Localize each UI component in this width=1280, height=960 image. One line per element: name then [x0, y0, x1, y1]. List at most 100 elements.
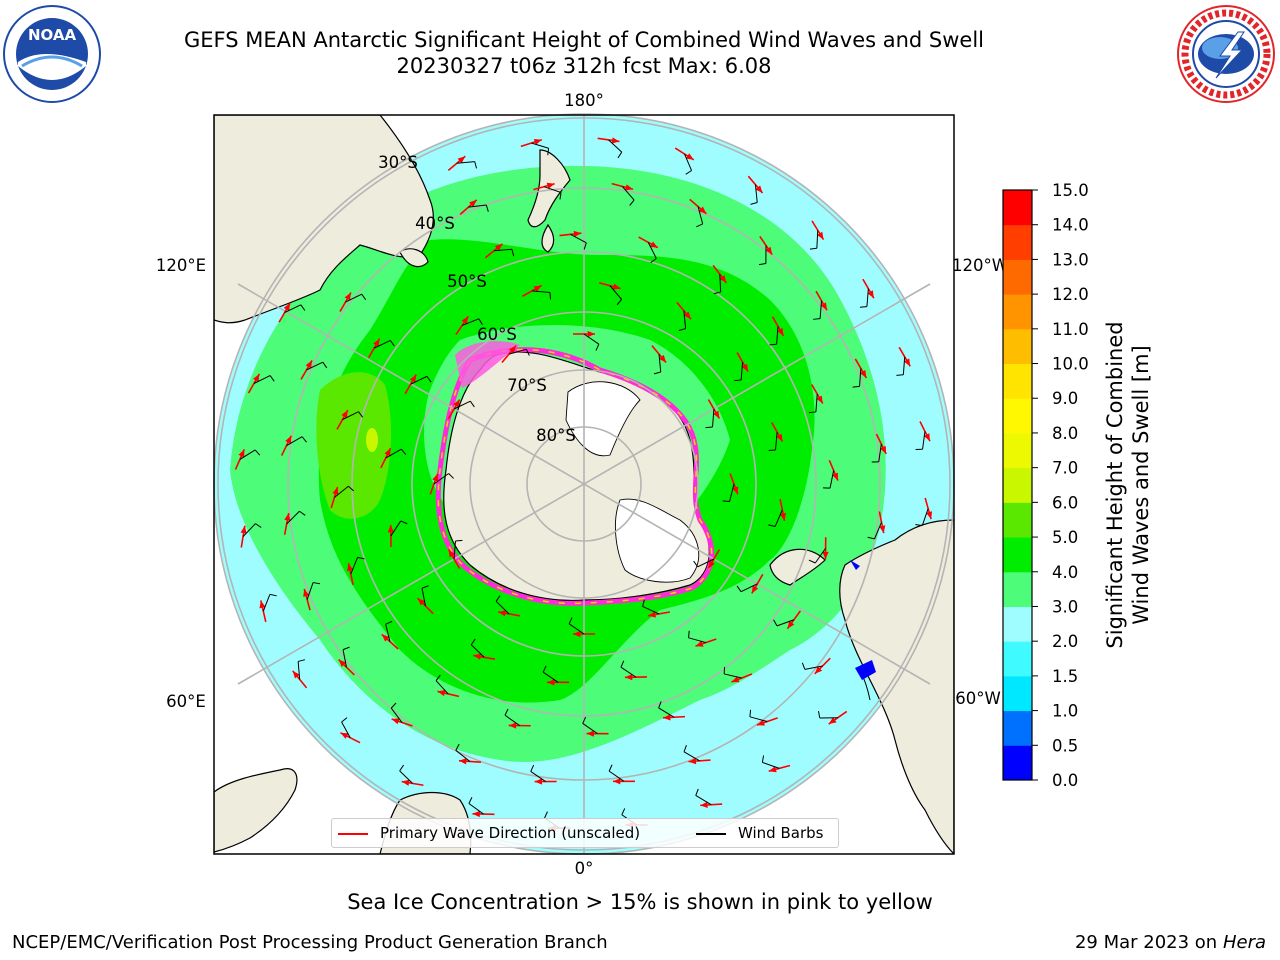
wind-barb	[342, 411, 364, 421]
date-stamp: 29 Mar 2023 on Hera	[1075, 932, 1266, 953]
wave-arrow	[712, 264, 728, 284]
colorbar-title-line1: Significant Height of Combined	[1103, 321, 1127, 649]
wind-barb	[542, 665, 559, 683]
colorbar-segment	[1003, 641, 1032, 677]
wave-arrow	[508, 722, 531, 729]
lat-label-80s: 80°S	[536, 426, 576, 445]
legend-item-wave: Primary Wave Direction (unscaled)	[338, 823, 640, 843]
colorbar-segment	[1003, 398, 1032, 434]
colorbar-tick-label: 2.0	[1052, 632, 1078, 651]
colorbar-tick-label: 0.5	[1052, 736, 1078, 755]
wind-barb	[658, 701, 675, 718]
colorbar-tick-label: 1.0	[1052, 702, 1078, 721]
wind-barb	[722, 483, 735, 502]
wind-barb	[583, 333, 600, 351]
colorbar-tick-label: 8.0	[1052, 424, 1078, 443]
colorbar-tick-label: 4.0	[1052, 563, 1078, 582]
colorbar-segment	[1003, 675, 1032, 712]
lat-label-30s: 30°S	[378, 153, 418, 172]
wind-barb	[758, 245, 767, 266]
wind-barb	[421, 585, 429, 606]
wind-barb	[705, 408, 715, 429]
wind-barb	[455, 743, 471, 762]
wind-barb	[468, 204, 489, 212]
wind-barb	[768, 509, 783, 527]
wind-barb	[504, 708, 521, 727]
colorbar-segment	[1003, 294, 1032, 330]
lon-label-60w: 60°W	[955, 689, 1001, 708]
wind-barb	[582, 716, 598, 735]
wind-barb	[620, 660, 637, 678]
colorbar-tick-label: 13.0	[1052, 250, 1089, 269]
colorbar-segment	[1003, 467, 1032, 503]
wind-barb	[531, 142, 550, 156]
colorbar-segment	[1003, 190, 1032, 226]
wind-barb	[435, 674, 449, 695]
wind-barb	[530, 764, 546, 782]
wind-barb	[297, 659, 306, 680]
wind-barb	[915, 508, 929, 527]
wind-barb	[683, 745, 700, 762]
chart-title: GEFS MEAN Antarctic Significant Height o…	[183, 28, 985, 52]
colorbar-tick-label: 6.0	[1052, 493, 1078, 512]
wind-barb	[859, 288, 869, 308]
sea-ice-note: Sea Ice Concentration > 15% is shown in …	[347, 890, 933, 914]
legend-barb-label: Wind Barbs	[738, 824, 824, 842]
wave-line-swatch	[338, 832, 368, 835]
wind-barb	[768, 432, 778, 452]
colorbar-segment	[1003, 259, 1032, 295]
wind-barb	[495, 595, 510, 615]
wave-arrow	[759, 235, 773, 256]
colorbar-tick-label: 9.0	[1052, 389, 1078, 408]
low-wave-patches	[850, 560, 876, 680]
colorbar-segment	[1003, 745, 1032, 781]
wind-barb	[688, 630, 707, 644]
wind-barb	[341, 717, 351, 738]
colorbar-outline	[1002, 189, 1033, 781]
wind-barb	[262, 593, 277, 612]
wind-barb	[468, 797, 484, 815]
wind-barb	[461, 318, 483, 326]
wind-barb	[385, 448, 407, 459]
wind-barb	[568, 617, 585, 635]
colorbar-tick-label: 7.0	[1052, 459, 1078, 478]
lon-label-120e: 120°E	[156, 256, 206, 275]
wave-arrow	[303, 588, 311, 611]
colorbar-segment	[1003, 537, 1032, 573]
lon-label-0: 0°	[575, 859, 594, 878]
nws-logo	[1177, 5, 1275, 103]
wind-barb	[713, 274, 722, 295]
chart-subtitle: 20230327 t06z 312h fcst Max: 6.08	[396, 54, 772, 78]
barb-line-swatch	[696, 832, 726, 835]
wind-barb	[915, 431, 926, 450]
wind-barb	[823, 470, 835, 489]
wind-barb	[345, 293, 367, 303]
wave-arrow	[674, 147, 695, 161]
colorbar-tick-label: 15.0	[1052, 181, 1089, 200]
lat-label-60s: 60°S	[477, 325, 517, 344]
wind-barb	[543, 186, 562, 200]
wind-barb	[871, 443, 882, 463]
lon-label-60e: 60°E	[166, 692, 206, 711]
wind-barb	[453, 539, 463, 560]
colorbar-tick-label: 11.0	[1052, 320, 1089, 339]
wind-barb	[385, 620, 393, 642]
wind-barb	[306, 361, 328, 371]
colorbar-tick-label: 3.0	[1052, 597, 1078, 616]
wind-barb	[817, 710, 838, 719]
legend-item-barb: Wind Barbs	[696, 823, 823, 843]
wind-barb	[647, 242, 657, 264]
lon-label-180: 180°	[564, 91, 604, 110]
colorbar-segment	[1003, 328, 1032, 365]
noaa-logo: NOAA	[3, 5, 101, 103]
lat-label-70s: 70°S	[507, 376, 547, 395]
wind-barb	[813, 300, 823, 320]
colorbar-segment	[1003, 571, 1032, 607]
wind-barb	[284, 304, 306, 314]
colorbar-tick-label: 14.0	[1052, 216, 1089, 235]
wind-barb	[253, 375, 275, 384]
wind-barb	[808, 547, 827, 564]
wind-barb	[696, 206, 704, 228]
lat-label-50s: 50°S	[447, 272, 487, 291]
